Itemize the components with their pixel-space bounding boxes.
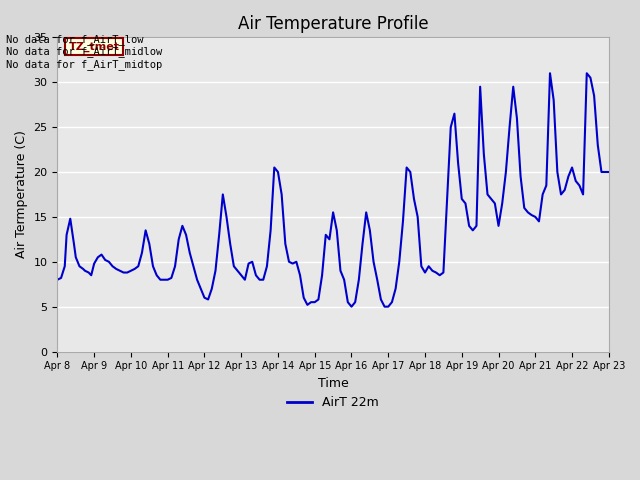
AirT 22m bbox=[513, 115, 521, 121]
Line: AirT 22m: AirT 22m bbox=[58, 73, 609, 307]
AirT 22m bbox=[348, 304, 355, 310]
X-axis label: Time: Time bbox=[317, 377, 349, 390]
AirT 22m bbox=[54, 277, 61, 283]
Title: Air Temperature Profile: Air Temperature Profile bbox=[238, 15, 428, 33]
AirT 22m bbox=[292, 259, 300, 264]
AirT 22m bbox=[546, 71, 554, 76]
Y-axis label: Air Termperature (C): Air Termperature (C) bbox=[15, 131, 28, 258]
Text: TZ_tmet: TZ_tmet bbox=[68, 42, 120, 52]
Legend: AirT 22m: AirT 22m bbox=[282, 391, 384, 414]
AirT 22m bbox=[120, 270, 127, 276]
AirT 22m bbox=[444, 196, 451, 202]
AirT 22m bbox=[85, 270, 93, 276]
AirT 22m bbox=[587, 75, 595, 81]
Text: No data for f_AirT_low
No data for f_AirT_midlow
No data for f_AirT_midtop: No data for f_AirT_low No data for f_Air… bbox=[6, 34, 163, 70]
AirT 22m bbox=[605, 169, 612, 175]
